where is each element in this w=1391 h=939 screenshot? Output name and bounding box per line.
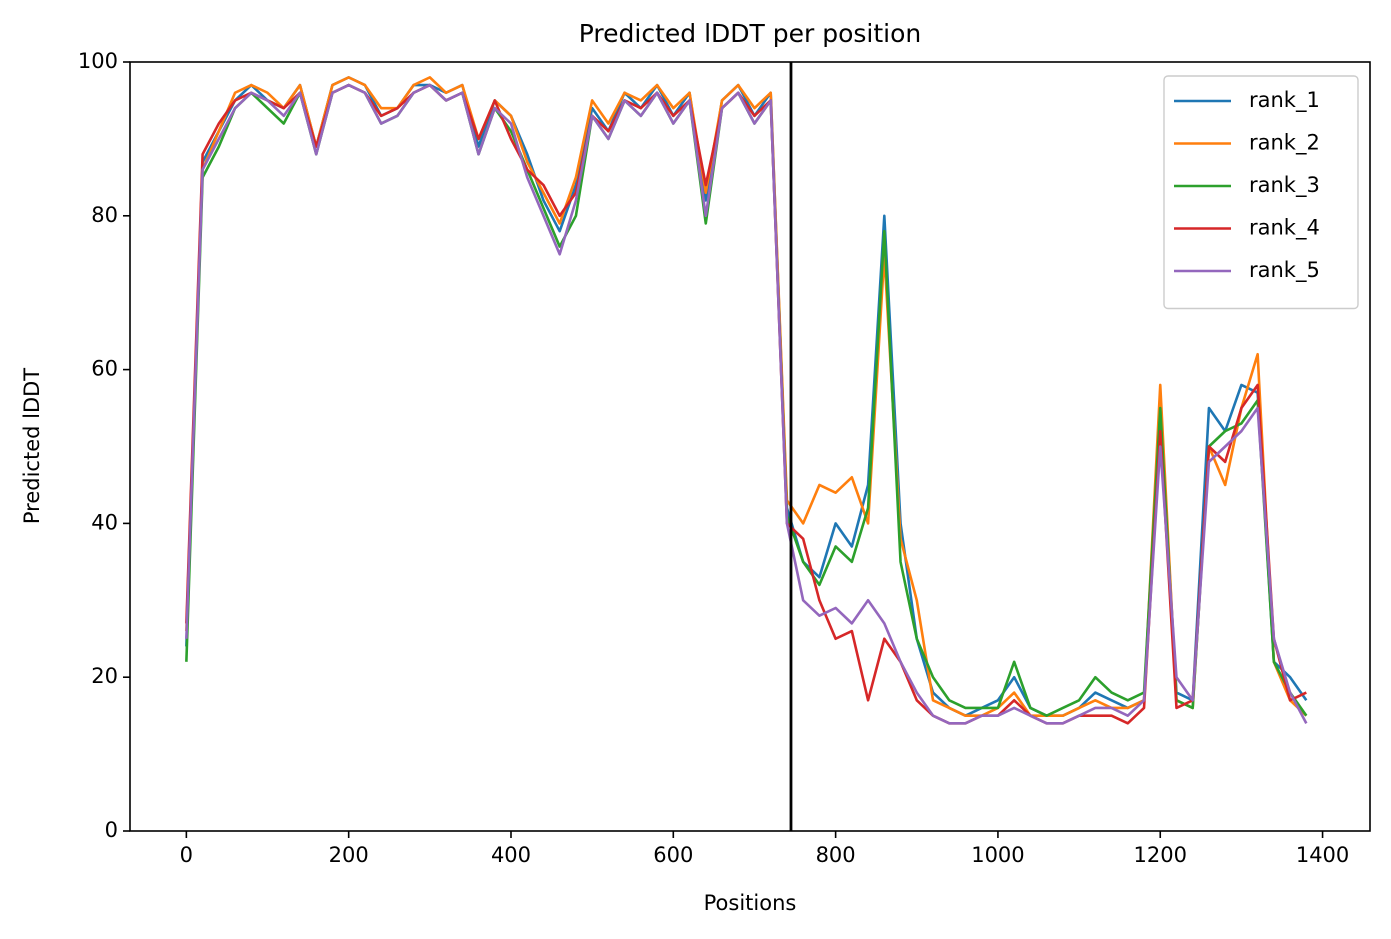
y-tick-label: 80 — [91, 203, 118, 227]
x-axis-label: Positions — [704, 891, 797, 915]
y-axis-label: Predicted lDDT — [20, 368, 44, 524]
legend-box — [1163, 75, 1359, 310]
x-tick-label: 600 — [653, 843, 693, 867]
x-tick-label: 400 — [491, 843, 531, 867]
series-line — [185, 83, 1307, 725]
legend-label: rank_1 — [1249, 88, 1320, 113]
y-tick-label: 60 — [91, 357, 118, 381]
x-tick-label: 1000 — [971, 843, 1024, 867]
legend-label: rank_5 — [1249, 258, 1320, 283]
legend-label: rank_2 — [1249, 131, 1320, 156]
x-tick-label: 1200 — [1134, 843, 1187, 867]
series-line — [185, 83, 1308, 725]
x-tick-label: 1400 — [1296, 843, 1349, 867]
y-tick-label: 20 — [91, 664, 118, 688]
legend-label: rank_3 — [1249, 173, 1320, 198]
series-line — [185, 76, 1308, 717]
chart-title: Predicted lDDT per position — [579, 19, 921, 48]
y-tick-label: 40 — [91, 510, 118, 534]
x-tick-label: 200 — [329, 843, 369, 867]
legend-label: rank_4 — [1249, 216, 1320, 241]
series-line — [185, 76, 1308, 717]
plot-area — [185, 62, 1308, 831]
y-tick-label: 0 — [105, 818, 118, 842]
axes-frame — [129, 61, 1371, 832]
x-tick-label: 0 — [180, 843, 193, 867]
x-tick-label: 800 — [816, 843, 856, 867]
y-tick-label: 100 — [78, 49, 118, 73]
